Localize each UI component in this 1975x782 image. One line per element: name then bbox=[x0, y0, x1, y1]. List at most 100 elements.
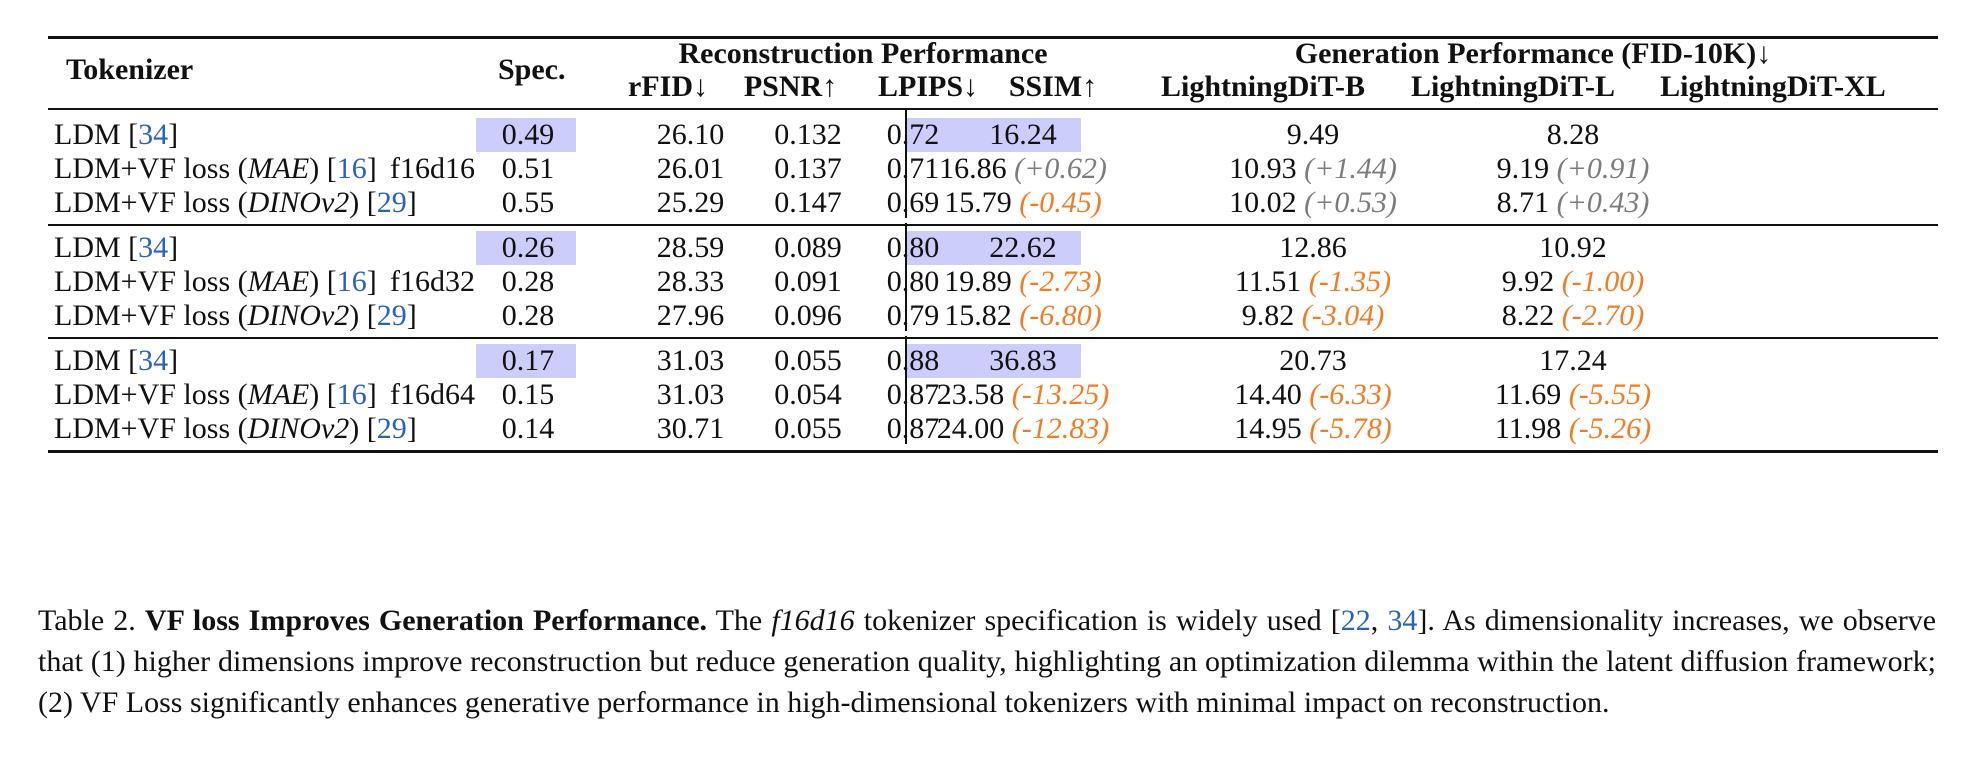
caption-title: VF loss Improves Generation Performance. bbox=[144, 604, 708, 637]
header-dit-l: LightningDiT-L bbox=[1411, 70, 1615, 103]
dit-b-value: 19.89 bbox=[944, 265, 1012, 298]
citation-link[interactable]: 29 bbox=[376, 186, 407, 219]
dit-b-cell: 15.82 (-6.80) bbox=[908, 298, 1138, 334]
column-divider bbox=[905, 336, 907, 444]
lpips-value: 0.091 bbox=[774, 265, 842, 298]
tokenizer-model: MAE bbox=[247, 265, 310, 298]
caption-text-1: The bbox=[715, 604, 763, 637]
dit-b-cell: 24.00 (-12.83) bbox=[908, 411, 1138, 447]
tokenizer-tail: ) bbox=[349, 186, 367, 219]
dit-b-delta: (+0.62) bbox=[1014, 152, 1107, 185]
tokenizer-label: LDM+VF loss ( bbox=[54, 299, 248, 332]
psnr-value: 26.01 bbox=[656, 152, 725, 185]
caption-ref-b[interactable]: 34 bbox=[1387, 604, 1418, 637]
dit-l-delta: (+1.44) bbox=[1304, 152, 1397, 185]
rfid-value: 0.51 bbox=[501, 152, 555, 185]
dit-l-value: 12.86 bbox=[1279, 231, 1347, 264]
dit-l-value: 14.95 bbox=[1234, 412, 1302, 445]
lpips-value: 0.096 bbox=[774, 299, 842, 332]
ssim-value: 0.72 bbox=[886, 118, 940, 151]
dit-b-cell: 15.79 (-0.45) bbox=[908, 185, 1138, 221]
lpips-value: 0.089 bbox=[774, 231, 842, 264]
tokenizer-model: DINOv2 bbox=[247, 299, 350, 332]
header-rule bbox=[48, 108, 1938, 110]
rfid-value: 0.14 bbox=[501, 412, 555, 445]
citation-link[interactable]: 29 bbox=[376, 412, 407, 445]
header-dit-xl: LightningDiT-XL bbox=[1660, 70, 1886, 103]
tokenizer-name: LDM+VF loss (DINOv2) [29] bbox=[54, 186, 417, 219]
header-dit-b: LightningDiT-B bbox=[1161, 70, 1365, 103]
header-tokenizer: Tokenizer bbox=[66, 53, 194, 86]
dit-xl-cell: 17.24 bbox=[1448, 343, 1698, 379]
dit-b-value: 15.79 bbox=[944, 186, 1012, 219]
dit-xl-cell: 8.28 bbox=[1448, 117, 1698, 153]
highlight-dit-b bbox=[906, 344, 1081, 378]
spec-label: f16d32 bbox=[390, 265, 475, 298]
tokenizer-name: LDM+VF loss (MAE) [16] bbox=[54, 378, 377, 411]
psnr-value: 31.03 bbox=[656, 344, 725, 377]
dit-xl-delta: (-5.26) bbox=[1568, 412, 1652, 445]
dit-l-delta: (-3.04) bbox=[1301, 299, 1385, 332]
dit-xl-value: 11.98 bbox=[1494, 412, 1562, 445]
dit-xl-value: 8.22 bbox=[1501, 299, 1555, 332]
dit-xl-value: 8.28 bbox=[1546, 118, 1600, 151]
citation-link[interactable]: 29 bbox=[376, 299, 407, 332]
dit-xl-delta: (-2.70) bbox=[1561, 299, 1645, 332]
dit-b-cell: 16.24 bbox=[908, 117, 1138, 153]
caption-spec: f16d16 bbox=[771, 604, 855, 637]
highlight-rfid bbox=[476, 344, 576, 378]
citation-link[interactable]: 34 bbox=[138, 118, 169, 151]
dit-b-value: 36.83 bbox=[989, 344, 1057, 377]
citation-link[interactable]: 16 bbox=[336, 265, 367, 298]
citation-link[interactable]: 16 bbox=[336, 378, 367, 411]
dit-xl-cell: 9.92 (-1.00) bbox=[1448, 264, 1698, 300]
dit-xl-cell: 8.22 (-2.70) bbox=[1448, 298, 1698, 334]
dit-xl-value: 8.71 bbox=[1496, 186, 1550, 219]
lpips-value: 0.055 bbox=[774, 344, 842, 377]
dit-l-cell: 10.02 (+0.53) bbox=[1198, 185, 1428, 221]
dit-xl-value: 17.24 bbox=[1539, 344, 1607, 377]
rfid-value: 0.15 bbox=[501, 378, 555, 411]
dit-l-value: 10.02 bbox=[1229, 186, 1297, 219]
citation-link[interactable]: 16 bbox=[336, 152, 367, 185]
header-ssim: SSIM↑ bbox=[1008, 70, 1098, 103]
dit-b-delta: (-2.73) bbox=[1019, 265, 1102, 298]
header-psnr: PSNR↑ bbox=[743, 70, 838, 103]
group-rule bbox=[48, 224, 1938, 226]
spec-label: f16d64 bbox=[390, 378, 475, 411]
citation-link[interactable]: 34 bbox=[138, 344, 169, 377]
table-bottom-rule bbox=[48, 450, 1938, 453]
dit-xl-delta: (+0.43) bbox=[1556, 186, 1650, 219]
dit-l-delta: (-6.33) bbox=[1309, 378, 1392, 411]
tokenizer-label: LDM+VF loss ( bbox=[54, 412, 248, 445]
caption-label: Table 2. bbox=[38, 604, 136, 637]
ssim-value: 0.80 bbox=[886, 231, 940, 264]
caption-ref-a[interactable]: 22 bbox=[1340, 604, 1371, 637]
dit-l-cell: 20.73 bbox=[1198, 343, 1428, 379]
tokenizer-name: LDM+VF loss (MAE) [16] bbox=[54, 265, 377, 298]
tokenizer-model: DINOv2 bbox=[247, 186, 350, 219]
ssim-value: 0.79 bbox=[886, 299, 940, 332]
dit-xl-cell: 9.19 (+0.91) bbox=[1448, 151, 1698, 187]
dit-b-value: 24.00 bbox=[936, 412, 1005, 445]
tokenizer-tail: ) bbox=[309, 265, 327, 298]
psnr-value: 30.71 bbox=[656, 412, 725, 445]
dit-b-value: 15.82 bbox=[944, 299, 1012, 332]
psnr-value: 28.59 bbox=[656, 231, 725, 264]
citation-link[interactable]: 34 bbox=[138, 231, 169, 264]
psnr-value: 26.10 bbox=[656, 118, 725, 151]
dit-l-cell: 9.82 (-3.04) bbox=[1198, 298, 1428, 334]
dit-xl-cell: 10.92 bbox=[1448, 230, 1698, 266]
dit-b-cell: 16.86 (+0.62) bbox=[908, 151, 1138, 187]
dit-xl-cell: 11.98 (-5.26) bbox=[1448, 411, 1698, 447]
column-divider bbox=[905, 110, 907, 218]
dit-b-value: 16.86 bbox=[939, 152, 1007, 185]
dit-b-cell: 36.83 bbox=[908, 343, 1138, 379]
dit-l-cell: 14.40 (-6.33) bbox=[1198, 377, 1428, 413]
tokenizer-label: LDM bbox=[54, 118, 129, 151]
dit-l-cell: 10.93 (+1.44) bbox=[1198, 151, 1428, 187]
column-divider bbox=[905, 223, 907, 331]
tokenizer-label: LDM bbox=[54, 231, 129, 264]
tokenizer-name: LDM+VF loss (DINOv2) [29] bbox=[54, 299, 417, 332]
rfid-value: 0.17 bbox=[501, 344, 555, 377]
